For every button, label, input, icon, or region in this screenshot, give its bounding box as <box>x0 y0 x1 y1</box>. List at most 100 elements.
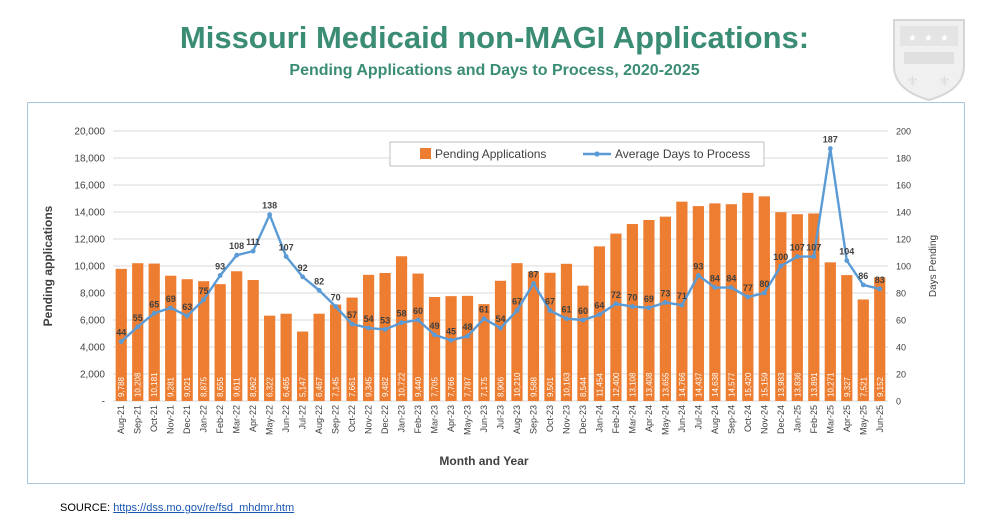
line-value-label: 60 <box>578 306 588 316</box>
bar-value-label: 9,021 <box>183 376 192 397</box>
bar-value-label: 9,482 <box>381 376 390 397</box>
line-point <box>745 294 751 300</box>
line-value-label: 108 <box>229 241 244 251</box>
bar-value-label: 10,163 <box>562 372 571 397</box>
line-point <box>399 320 404 326</box>
line-point <box>481 316 487 322</box>
x-tick-label: May-22 <box>265 405 275 435</box>
x-tick-label: Sep-22 <box>331 405 341 434</box>
bar-value-label: 13,983 <box>777 372 786 397</box>
bar-pending <box>758 196 770 401</box>
x-tick-label: Feb-22 <box>215 405 225 434</box>
x-tick-label: Sep-24 <box>726 405 736 434</box>
line-point <box>267 212 273 218</box>
bar-value-label: 7,787 <box>464 376 473 397</box>
chart-title: Missouri Medicaid non-MAGI Applications: <box>179 20 810 55</box>
line-value-label: 53 <box>380 315 390 325</box>
x-tick-label: Jun-22 <box>281 405 291 433</box>
line-point <box>118 339 124 344</box>
x-tick-label: Nov-24 <box>759 405 769 434</box>
bar-pending <box>247 280 259 401</box>
bar-value-label: 9,611 <box>233 377 242 397</box>
bar-value-label: 7,766 <box>447 376 456 397</box>
bar-pending <box>824 262 836 401</box>
line-point <box>382 327 388 332</box>
bar-value-label: 10,208 <box>134 372 143 397</box>
legend-box <box>389 141 765 167</box>
bar-pending <box>577 285 589 401</box>
bar-pending <box>659 216 671 401</box>
line-point <box>465 333 470 339</box>
bar-pending <box>626 224 639 401</box>
bar-pending <box>165 275 177 401</box>
line-point <box>877 286 883 292</box>
x-tick-label: Oct-21 <box>149 405 159 432</box>
y2-tick-label: 120 <box>896 235 911 245</box>
bar-pending <box>857 299 869 401</box>
line-value-label: 100 <box>773 252 788 262</box>
line-value-label: 67 <box>545 297 555 307</box>
x-tick-label: Apr-25 <box>842 405 852 432</box>
x-tick-label: Aug-22 <box>314 405 324 434</box>
line-point <box>827 146 833 151</box>
bar-pending <box>346 297 358 401</box>
bar-value-label: 7,661 <box>348 376 357 397</box>
x-tick-label: Aug-21 <box>116 405 126 434</box>
bar-pending <box>560 263 573 401</box>
bar-value-label: 10,181 <box>150 372 159 397</box>
line-point <box>217 273 223 278</box>
line-value-label: 54 <box>364 314 374 324</box>
line-value-label: 70 <box>627 293 637 303</box>
line-point <box>679 302 685 308</box>
bar-pending <box>379 272 391 401</box>
x-tick-label: Sep-21 <box>133 405 143 434</box>
bar-pending <box>313 313 325 401</box>
bar-value-label: 9,788 <box>117 376 126 397</box>
bar-value-label: 9,588 <box>529 376 538 397</box>
bar-pending <box>478 304 490 401</box>
y-tick-label: 6,000 <box>80 316 105 327</box>
line-point <box>860 282 866 288</box>
bar-value-label: 6,322 <box>266 376 275 397</box>
bar-value-label: 10,271 <box>826 372 835 397</box>
line-value-label: 64 <box>594 301 604 311</box>
line-value-label: 93 <box>693 261 703 271</box>
line-value-label: 55 <box>133 313 143 323</box>
line-value-label: 84 <box>726 274 736 284</box>
bar-pending <box>725 204 737 401</box>
line-value-label: 69 <box>644 294 654 304</box>
line-value-label: 67 <box>512 297 522 307</box>
x-tick-label: Feb-25 <box>809 405 819 434</box>
x-tick-label: Sep-23 <box>528 405 538 434</box>
line-value-label: 187 <box>823 135 838 145</box>
x-tick-label: Oct-22 <box>347 405 357 432</box>
line-value-label: 87 <box>528 270 538 280</box>
chart-area: - 2,000 4,000 6,000 8,000 10,000 12,000 14,000 1… <box>27 102 965 484</box>
x-tick-label: Apr-22 <box>248 405 258 432</box>
y-tick-label: - <box>102 397 105 408</box>
bar-value-label: 8,962 <box>249 376 258 397</box>
line-point <box>531 281 536 286</box>
bar-value-label: 9,440 <box>414 376 423 397</box>
bar-pending <box>412 273 424 401</box>
bar-pending <box>544 272 556 401</box>
y-tick-label: 18,000 <box>74 154 105 165</box>
x-tick-label: Dec-24 <box>776 405 786 434</box>
x-tick-label: Nov-21 <box>166 405 176 434</box>
source-link[interactable]: https://dss.mo.gov/re/fsd_mhdmr.htm <box>113 502 295 514</box>
bar-value-label: 14,577 <box>727 372 736 397</box>
line-point <box>712 285 718 290</box>
x-tick-label: May-23 <box>463 405 473 435</box>
y2-tick-label: 80 <box>896 289 906 299</box>
svg-text:⚜: ⚜ <box>906 73 919 89</box>
bar-pending <box>808 213 820 401</box>
y-tick-label: 20,000 <box>74 127 105 138</box>
bar-pending <box>362 274 375 401</box>
line-value-label: 58 <box>397 309 407 319</box>
bar-value-label: 8,875 <box>200 376 209 397</box>
bar-pending <box>676 201 688 401</box>
line-point <box>662 300 668 305</box>
bar-pending <box>494 280 507 401</box>
y-axis-title: Pending applications <box>41 205 55 326</box>
x-tick-label: Nov-23 <box>561 405 571 434</box>
